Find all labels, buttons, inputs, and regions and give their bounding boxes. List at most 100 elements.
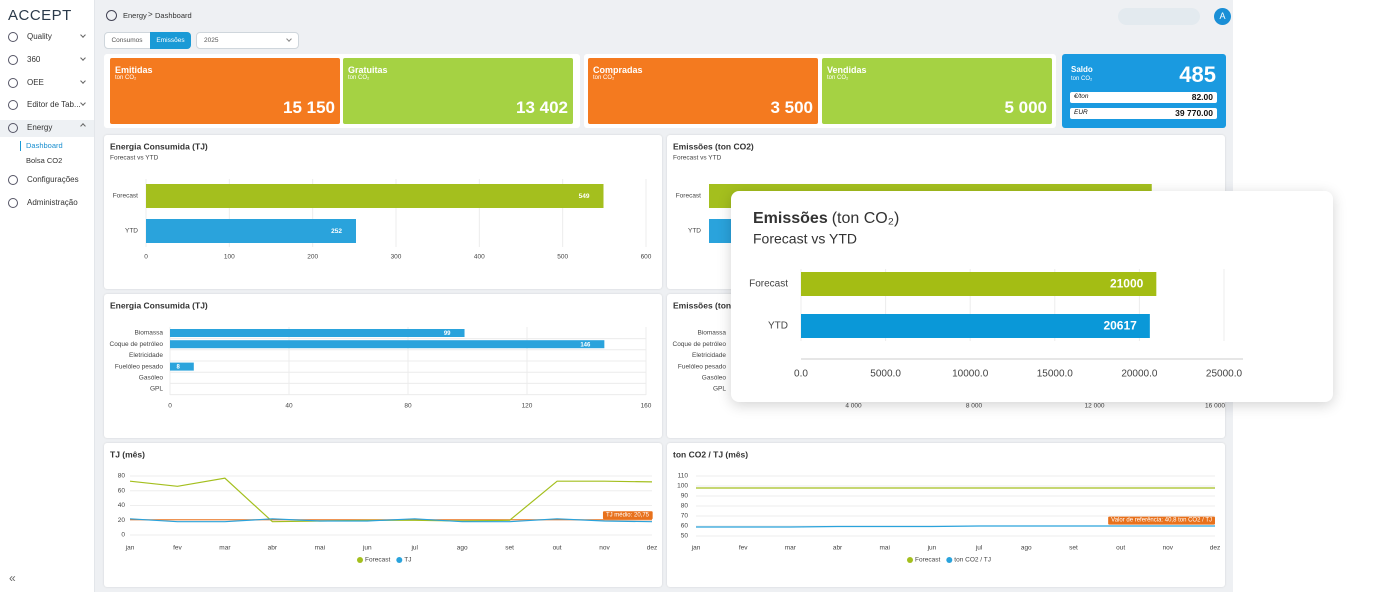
x-tick-label: set xyxy=(1069,545,1078,552)
category-label: Eletricidade xyxy=(692,352,726,359)
x-tick-label: nov xyxy=(599,545,610,552)
chart-title: Emissões (ton CO2) xyxy=(673,300,754,310)
x-tick-label: dez xyxy=(647,545,657,552)
breadcrumb-icon xyxy=(106,10,117,21)
saldo-row: €/ton 82.00 xyxy=(1070,92,1217,103)
data-label: 146 xyxy=(580,342,591,348)
kpi-tile: Gratuitas ton CO₂ 13 402 xyxy=(343,58,573,124)
x-tick-label: jan xyxy=(125,545,135,552)
chart-title-unit: (ton CO₂) xyxy=(832,210,900,227)
year-value: 2025 xyxy=(204,37,219,44)
category-label: YTD xyxy=(768,321,788,332)
reference-label: TJ médio: 20,75 xyxy=(606,512,650,518)
y-tick-label: 70 xyxy=(681,513,689,520)
menu-icon xyxy=(8,175,18,185)
x-tick-label: 12 000 xyxy=(1085,403,1105,410)
avatar[interactable]: A xyxy=(1214,8,1231,25)
x-tick-label: jan xyxy=(691,545,701,552)
menu-chevron xyxy=(80,78,86,84)
menu-item[interactable]: Configurações xyxy=(27,175,79,184)
reference-label: Valor de referência: 40,8 ton CO2 / TJ xyxy=(1111,518,1212,524)
search-box[interactable] xyxy=(1118,8,1200,25)
chart-title: TJ (mês) xyxy=(110,449,145,459)
submenu-item[interactable]: Bolsa CO2 xyxy=(26,156,63,165)
chart: Energia Consumida (TJ) Forecast vs YTD 0 10… xyxy=(110,141,652,261)
kpi-label: Gratuitas xyxy=(348,65,388,75)
kpi-value: 5 000 xyxy=(1004,98,1047,117)
bar xyxy=(170,329,465,337)
legend-marker xyxy=(946,557,953,563)
kpi-value: 15 150 xyxy=(283,98,335,117)
bar xyxy=(170,362,194,371)
series-line xyxy=(129,477,653,523)
chart-title: ton CO2 / TJ (mês) xyxy=(673,449,748,459)
x-tick-label: fev xyxy=(739,545,748,552)
x-tick-label: abr xyxy=(268,545,278,552)
menu-item[interactable]: Administração xyxy=(27,198,78,207)
x-tick-label: fev xyxy=(173,545,182,552)
year-select[interactable] xyxy=(196,32,299,49)
x-tick-label: 600 xyxy=(641,254,652,261)
y-tick-label: 100 xyxy=(677,483,688,490)
category-label: Eletricidade xyxy=(129,352,163,359)
bar xyxy=(801,272,1157,296)
chart-title: Emissões (ton CO2) xyxy=(673,141,754,151)
reference-label-box xyxy=(1108,516,1215,525)
menu-item[interactable]: Quality xyxy=(27,32,52,41)
x-tick-label: out xyxy=(1116,545,1125,552)
chart: Emissões (ton CO₂) Forecast vs YTD 0.0 5000.… xyxy=(749,210,1243,380)
legend-label: TJ xyxy=(404,557,411,564)
tab[interactable]: Consumos xyxy=(111,37,143,44)
x-tick-label: jul xyxy=(975,545,983,552)
chart-title: Energia Consumida (TJ) xyxy=(110,141,208,151)
y-tick-label: 80 xyxy=(681,503,689,510)
saldo-tile: Saldo ton CO₂ 485 €/ton 82.00 EUR 39 770.00 xyxy=(1062,54,1226,128)
x-tick-label: mai xyxy=(879,545,889,552)
x-tick-label: out xyxy=(553,545,562,552)
y-tick-label: 110 xyxy=(678,473,689,480)
y-tick-label: 20 xyxy=(118,517,126,524)
x-tick-label: mai xyxy=(315,545,325,552)
legend-label: Forecast xyxy=(365,557,390,564)
tab-active[interactable]: Emissões xyxy=(150,32,191,49)
x-tick-label: jun xyxy=(927,545,937,552)
legend-label: Forecast xyxy=(915,557,940,564)
menu-item[interactable]: OEE xyxy=(27,78,44,87)
saldo-row-label: EUR xyxy=(1074,109,1088,116)
y-tick-label: 60 xyxy=(681,523,689,530)
x-tick-label: 20000.0 xyxy=(1121,369,1158,380)
x-tick-label: 16 000 xyxy=(1205,403,1225,410)
x-tick-label: 15000.0 xyxy=(1037,369,1074,380)
breadcrumb-item: Dashboard xyxy=(155,11,192,20)
x-tick-label: 10000.0 xyxy=(952,369,989,380)
legend-label: ton CO2 / TJ xyxy=(954,557,991,564)
legend-marker xyxy=(907,557,913,563)
menu-icon xyxy=(8,198,18,208)
menu-icon xyxy=(8,100,18,110)
bar xyxy=(801,314,1150,338)
x-tick-label: 25000.0 xyxy=(1206,369,1243,380)
data-label: 21000 xyxy=(1110,277,1144,291)
y-tick-label: 60 xyxy=(118,487,126,494)
kpi-label: Emitidas xyxy=(115,65,153,75)
kpi-tile: Vendidas ton CO₂ 5 000 xyxy=(822,58,1052,124)
menu-item[interactable]: Energy xyxy=(27,123,53,132)
menu-icon xyxy=(8,32,18,42)
breadcrumb-item[interactable]: Energy xyxy=(123,11,147,20)
bar xyxy=(146,184,604,208)
kpi-label: Compradas xyxy=(593,65,643,75)
collapse-button[interactable]: « xyxy=(9,571,16,585)
menu-item[interactable]: 360 xyxy=(27,55,41,64)
menu-chevron xyxy=(80,100,86,106)
chart: ton CO2 / TJ (mês) 50 60 70 80 90 100 110 jan fev… xyxy=(673,449,1220,564)
chart-subtitle: Forecast vs YTD xyxy=(673,155,722,162)
kpi-value: 3 500 xyxy=(770,98,813,117)
y-tick-label: 0 xyxy=(121,532,125,539)
category-label: Gasóleo xyxy=(702,375,727,382)
menu-item[interactable]: Editor de Tab... xyxy=(27,100,81,109)
submenu-item[interactable]: Dashboard xyxy=(26,141,63,150)
x-tick-label: 400 xyxy=(474,254,485,261)
saldo-label: Saldo xyxy=(1071,65,1093,74)
